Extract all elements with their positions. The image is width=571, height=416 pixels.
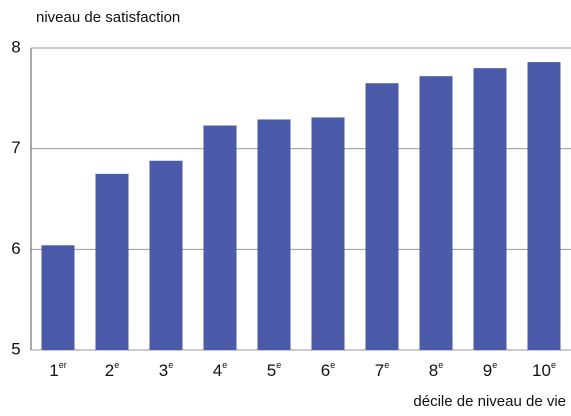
x-tick-label: 9e bbox=[483, 360, 497, 380]
x-tick-label: 1er bbox=[49, 360, 66, 380]
y-tick-label: 6 bbox=[11, 239, 20, 258]
x-tick-label: 4e bbox=[213, 360, 227, 380]
bar bbox=[473, 68, 507, 350]
bar bbox=[365, 83, 399, 350]
x-axis-label: décile de niveau de vie bbox=[413, 393, 566, 410]
bar bbox=[41, 245, 75, 350]
y-axis-label: niveau de satisfaction bbox=[36, 9, 180, 26]
bar bbox=[95, 173, 129, 350]
x-tick-label: 10e bbox=[532, 360, 556, 380]
bar bbox=[257, 119, 291, 351]
bar bbox=[419, 76, 453, 350]
y-tick-label: 8 bbox=[11, 37, 20, 56]
x-tick-label: 2e bbox=[105, 360, 119, 380]
y-tick-label: 7 bbox=[11, 138, 20, 157]
x-tick-label: 3e bbox=[159, 360, 173, 380]
x-tick-label: 5e bbox=[267, 360, 281, 380]
x-tick-label: 8e bbox=[429, 360, 443, 380]
y-tick-label: 5 bbox=[11, 339, 20, 358]
bar bbox=[203, 125, 237, 350]
bar bbox=[527, 62, 561, 351]
bar bbox=[311, 117, 345, 351]
bar bbox=[149, 160, 183, 350]
x-tick-label: 7e bbox=[375, 360, 389, 380]
x-tick-label: 6e bbox=[321, 360, 335, 380]
